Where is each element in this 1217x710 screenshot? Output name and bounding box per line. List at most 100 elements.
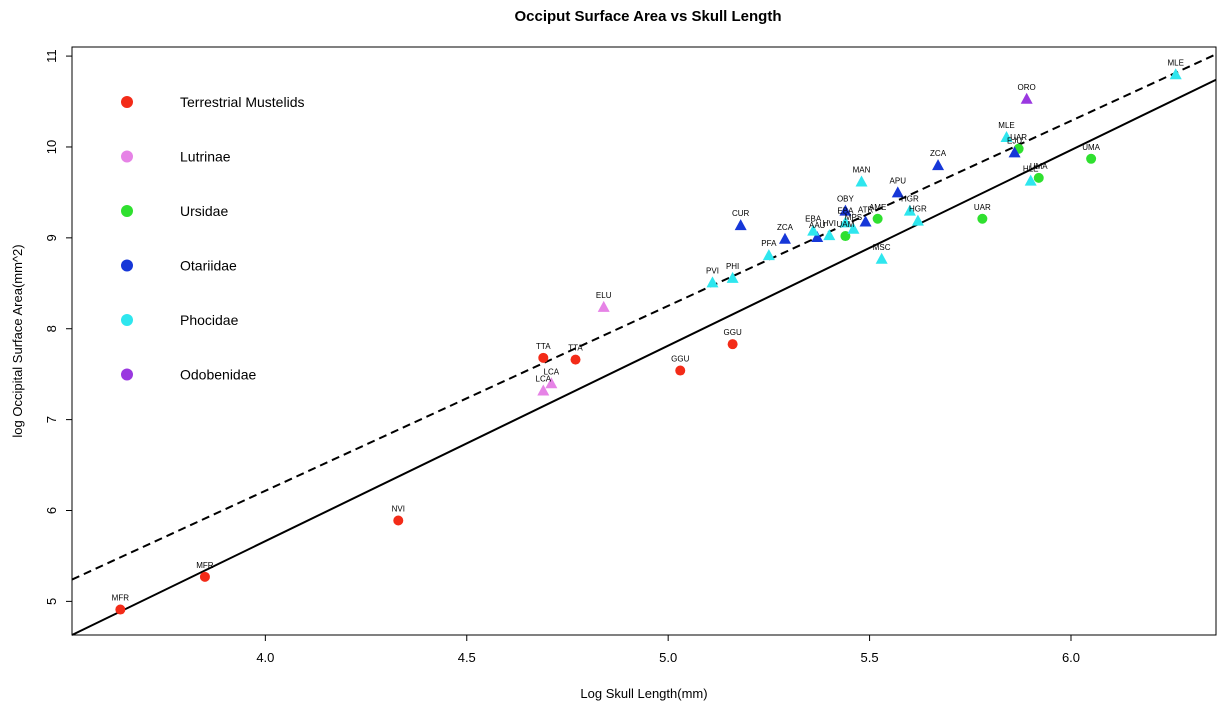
data-point	[199, 571, 210, 582]
x-tick-label: 4.5	[458, 650, 476, 665]
legend-label: Terrestrial Mustelids	[180, 94, 304, 110]
data-point	[706, 276, 719, 288]
point-label: GGU	[671, 355, 689, 364]
x-axis: 4.0 4.5 5.0 5.5 6.0	[256, 635, 1080, 665]
point-label: MAN	[853, 166, 871, 175]
point-label: LCA	[536, 375, 552, 384]
point-label: ATR	[858, 205, 874, 214]
legend-label: Lutrinae	[180, 149, 231, 165]
data-point	[537, 384, 550, 396]
data-point	[891, 186, 904, 198]
point-label: MFR	[112, 594, 130, 603]
y-tick-label: 11	[44, 49, 59, 63]
point-label: EBA	[805, 215, 822, 224]
y-tick-label: 9	[44, 234, 59, 241]
data-point	[1008, 146, 1021, 158]
legend-marker	[121, 96, 133, 108]
y-tick-label: 5	[44, 598, 59, 605]
data-point	[1086, 153, 1097, 164]
point-label: HVI	[823, 219, 836, 228]
point-label: PHI	[726, 262, 739, 271]
point-label: CUR	[732, 209, 750, 218]
data-point	[903, 204, 916, 216]
data-point	[859, 215, 872, 227]
point-label: NVI	[392, 504, 405, 513]
point-label: ELU	[596, 291, 612, 300]
legend-label: Otariidae	[180, 258, 237, 274]
data-point	[875, 252, 888, 264]
data-point	[538, 352, 549, 363]
point-label: PVI	[706, 266, 719, 275]
legend-marker	[121, 314, 133, 326]
point-label: HLE	[1023, 165, 1039, 174]
data-point	[855, 175, 868, 187]
point-label: MLE	[998, 121, 1014, 130]
point-label: GGU	[724, 328, 742, 337]
x-tick-label: 4.0	[256, 650, 274, 665]
point-label: MPS	[845, 213, 862, 222]
regression-lines	[71, 53, 1217, 636]
data-point	[839, 216, 852, 228]
legend-marker	[121, 150, 133, 163]
chart-title: Occiput Surface Area vs Skull Length	[514, 8, 781, 25]
point-label: UMA	[1082, 143, 1100, 152]
point-label: ZCA	[930, 149, 947, 158]
data-point	[727, 339, 738, 350]
point-label: UMA	[1030, 162, 1048, 171]
data-point	[872, 213, 883, 224]
y-axis: 5 6 7 8 9 10 11	[44, 49, 72, 605]
data-points	[115, 68, 1182, 615]
x-tick-label: 6.0	[1062, 650, 1080, 665]
y-tick-label: 7	[44, 416, 59, 423]
legend-marker	[121, 205, 133, 217]
data-point	[1024, 174, 1037, 186]
data-point	[726, 271, 739, 283]
legend-marker	[121, 259, 133, 272]
data-point	[1169, 68, 1182, 80]
point-label: EJU	[1007, 136, 1022, 145]
data-point	[778, 232, 791, 244]
point-label: TTA	[536, 342, 551, 351]
point-label: ORO	[1018, 83, 1036, 92]
data-point	[807, 224, 820, 236]
point-label: HGR	[909, 205, 927, 214]
y-tick-label: 8	[44, 325, 59, 332]
legend: Terrestrial Mustelids Lutrinae Ursidae Otar…	[121, 94, 304, 383]
data-point	[1000, 130, 1013, 142]
point-label: TTA	[568, 344, 583, 353]
point-label: OBY	[837, 195, 855, 204]
y-tick-label: 6	[44, 507, 59, 514]
data-point	[762, 249, 775, 261]
x-tick-label: 5.0	[659, 650, 677, 665]
data-point	[393, 515, 404, 526]
point-label: PFA	[761, 239, 777, 248]
y-axis-label: log Occipital Surface Area(mm^2)	[10, 244, 25, 437]
point-label: MSC	[873, 243, 891, 252]
point-label: UAR	[1010, 133, 1027, 142]
data-point	[823, 229, 836, 241]
data-point	[675, 365, 686, 376]
point-label: MFR	[196, 561, 214, 570]
data-point	[545, 377, 558, 389]
data-point	[115, 604, 126, 615]
data-point	[570, 354, 581, 365]
data-point	[1020, 92, 1033, 104]
solid-fit-line	[71, 78, 1217, 636]
point-label: ZCA	[777, 223, 794, 232]
point-label: UAR	[974, 203, 991, 212]
point-label: LCA	[544, 367, 560, 376]
y-tick-label: 10	[44, 140, 59, 154]
legend-marker	[121, 368, 133, 381]
dashed-fit-line	[71, 53, 1217, 581]
legend-label: Phocidae	[180, 312, 239, 328]
point-label: UAM	[837, 220, 855, 229]
legend-label: Odobenidae	[180, 367, 257, 383]
point-label: APU	[890, 176, 907, 185]
data-point	[839, 204, 852, 216]
data-point	[811, 230, 824, 242]
point-label: HGR	[901, 195, 919, 204]
data-point	[847, 222, 860, 234]
data-point	[977, 213, 988, 224]
